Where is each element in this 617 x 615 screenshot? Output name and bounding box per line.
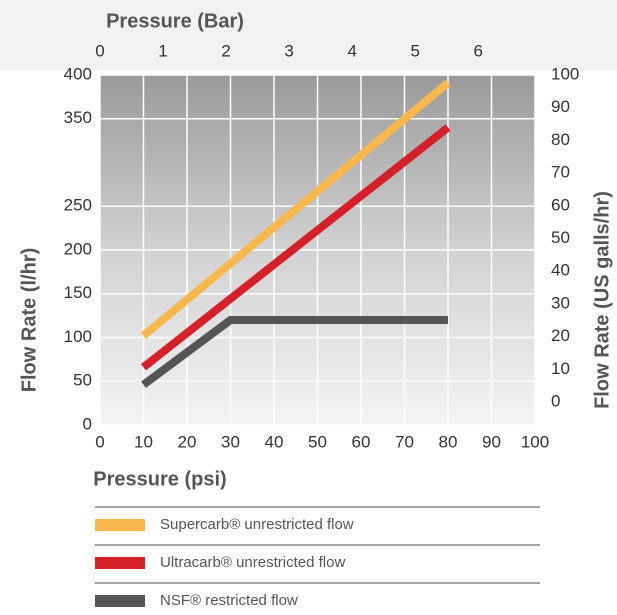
x-tick-label: 80 [439,432,458,451]
x-tick-label: 30 [221,432,240,451]
y2-axis-title: Flow Rate (US galls/hr) [591,191,613,409]
series-line [140,79,451,339]
x-tick-label: 70 [395,432,414,451]
legend-swatch [95,557,145,569]
y-tick-label: 150 [64,283,92,302]
x2-tick-label: 0 [95,41,104,60]
x-tick-label: 40 [265,432,284,451]
legend-swatch [95,595,145,607]
legend: Supercarb® unrestricted flow Ultracarb® u… [95,506,540,609]
x2-tick-label: 2 [221,41,230,60]
legend-swatch [95,519,145,531]
x-tick-label: 100 [521,432,549,451]
x2-tick-label: 1 [158,41,167,60]
y2-tick-label: 90 [551,97,570,116]
y-axis-title: Flow Rate (l/hr) [18,248,40,392]
y2-tick-label: 60 [551,195,570,214]
y2-tick-label: 40 [551,261,570,280]
x-tick-label: 50 [308,432,327,451]
legend-label: Supercarb® unrestricted flow [160,516,354,533]
y2-tick-label: 100 [551,64,579,83]
y2-tick-label: 80 [551,130,570,149]
x-axis-title: Pressure (psi) [93,468,226,490]
backdrop [0,0,617,70]
y-tick-label: 0 [83,414,92,433]
y-tick-label: 50 [73,371,92,390]
y2-tick-label: 50 [551,228,570,247]
x-tick-label: 20 [178,432,197,451]
y2-tick-label: 10 [551,359,570,378]
x-tick-label: 10 [134,432,153,451]
x2-tick-label: 5 [410,41,419,60]
y2-tick-label: 70 [551,163,570,182]
series-line [141,124,451,371]
y2-tick-label: 0 [551,392,560,411]
x2-tick-label: 6 [474,41,483,60]
y-tick-label: 250 [64,196,92,215]
x2-tick-label: 4 [347,41,356,60]
legend-label: Ultracarb® unrestricted flow [160,554,345,571]
x2-axis-title: Pressure (Bar) [106,10,244,32]
y2-tick-label: 20 [551,326,570,345]
series-line [141,316,448,388]
y-tick-label: 400 [64,64,92,83]
y-tick-label: 350 [64,108,92,127]
x2-tick-label: 3 [284,41,293,60]
y2-tick-label: 30 [551,293,570,312]
y-tick-label: 200 [64,239,92,258]
x-tick-label: 60 [352,432,371,451]
x-tick-label: 0 [95,432,104,451]
x-tick-label: 90 [482,432,501,451]
legend-label: NSF® restricted flow [160,592,298,609]
y-tick-label: 100 [64,327,92,346]
